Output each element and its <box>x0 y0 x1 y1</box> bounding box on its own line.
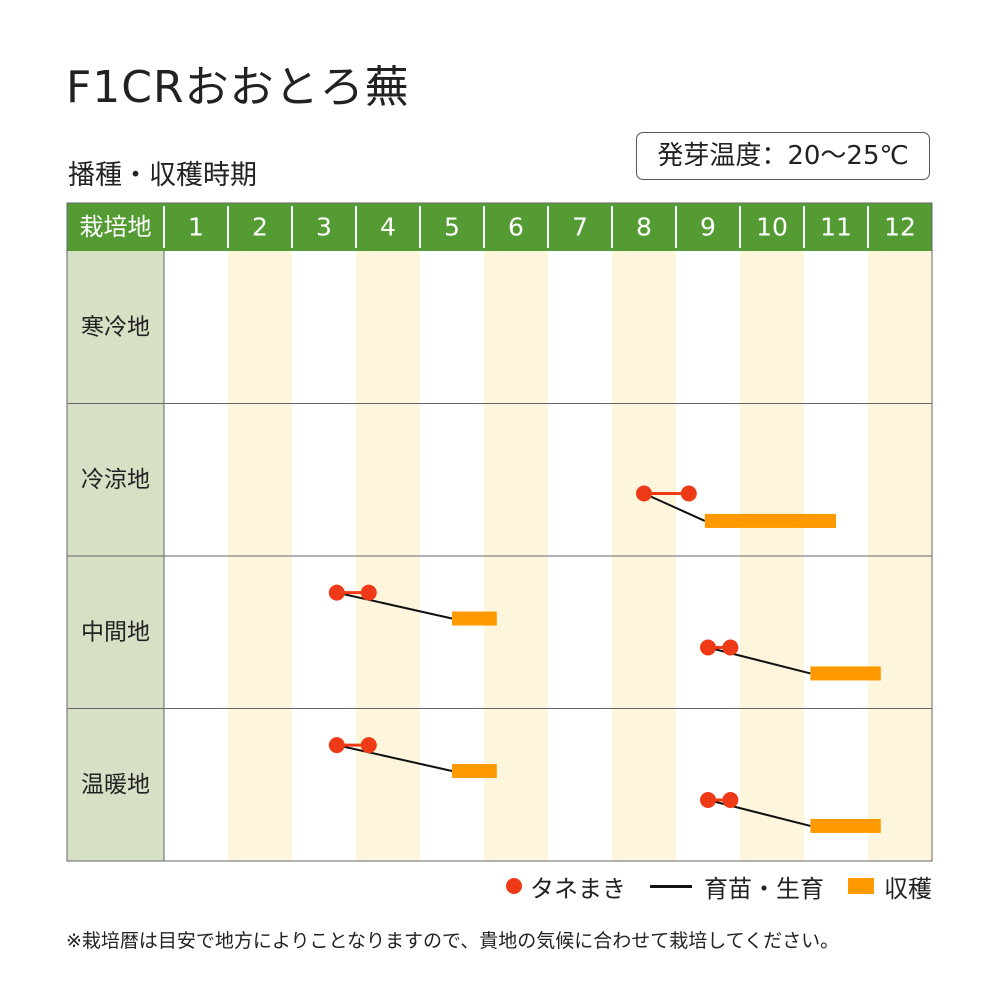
germination-temp-badge: 発芽温度：20〜25℃ <box>636 132 930 180</box>
growing-line-icon <box>650 884 692 888</box>
harvest-bar-icon <box>848 878 874 894</box>
sowing-dot <box>700 792 716 808</box>
month-label-6: 6 <box>508 213 524 242</box>
legend-label-growing: 育苗・生育 <box>704 874 824 903</box>
month-label-5: 5 <box>444 213 460 242</box>
footnote: ※栽培暦は目安で地方によりことなりますので、貴地の気候に合わせて栽培してください… <box>66 930 840 952</box>
sowing-dot-icon <box>506 878 522 894</box>
header-label: 栽培地 <box>80 213 152 241</box>
legend: タネまき 育苗・生育 収穫 <box>482 866 932 906</box>
growing-line <box>643 492 706 522</box>
region-label: 冷涼地 <box>81 467 150 493</box>
harvest-bar <box>810 818 881 833</box>
sowing-dot <box>722 639 739 656</box>
month-label-8: 8 <box>636 213 652 242</box>
month-label-4: 4 <box>380 213 396 242</box>
month-label-11: 11 <box>820 213 852 242</box>
region-label: 中間地 <box>81 619 150 645</box>
month-label-3: 3 <box>316 213 332 242</box>
sowing-dot <box>360 737 377 754</box>
chart-border <box>66 202 933 862</box>
header-row <box>67 203 932 251</box>
sowing-dot <box>722 792 739 808</box>
month-label-10: 10 <box>756 213 788 242</box>
sowing-dot <box>700 639 716 656</box>
sowing-dot <box>636 485 652 502</box>
growing-line <box>336 591 453 620</box>
harvest-bar <box>810 666 881 681</box>
legend-label-harvest: 収穫 <box>884 874 932 903</box>
region-label: 温暖地 <box>81 772 150 798</box>
growing-line <box>336 744 453 773</box>
legend-item-sowing: タネまき <box>506 869 626 904</box>
sowing-dot <box>360 584 377 601</box>
harvest-bar <box>704 513 836 528</box>
month-label-7: 7 <box>572 213 588 242</box>
legend-item-growing: 育苗・生育 <box>650 869 824 904</box>
legend-item-harvest: 収穫 <box>848 869 932 904</box>
legend-label-sowing: タネまき <box>530 874 626 903</box>
sowing-dot <box>680 485 697 502</box>
chart-subtitle: 播種・収穫時期 <box>68 160 257 191</box>
month-label-12: 12 <box>884 213 916 242</box>
chart-title: F1CRおおとろ蕪 <box>66 62 410 113</box>
sowing-dot <box>328 737 345 754</box>
month-label-1: 1 <box>188 213 204 242</box>
month-label-9: 9 <box>700 213 716 242</box>
harvest-bar <box>452 764 497 779</box>
sowing-dot <box>328 584 345 601</box>
harvest-bar <box>452 611 497 626</box>
month-label-2: 2 <box>252 213 268 242</box>
region-label: 寒冷地 <box>81 314 150 340</box>
